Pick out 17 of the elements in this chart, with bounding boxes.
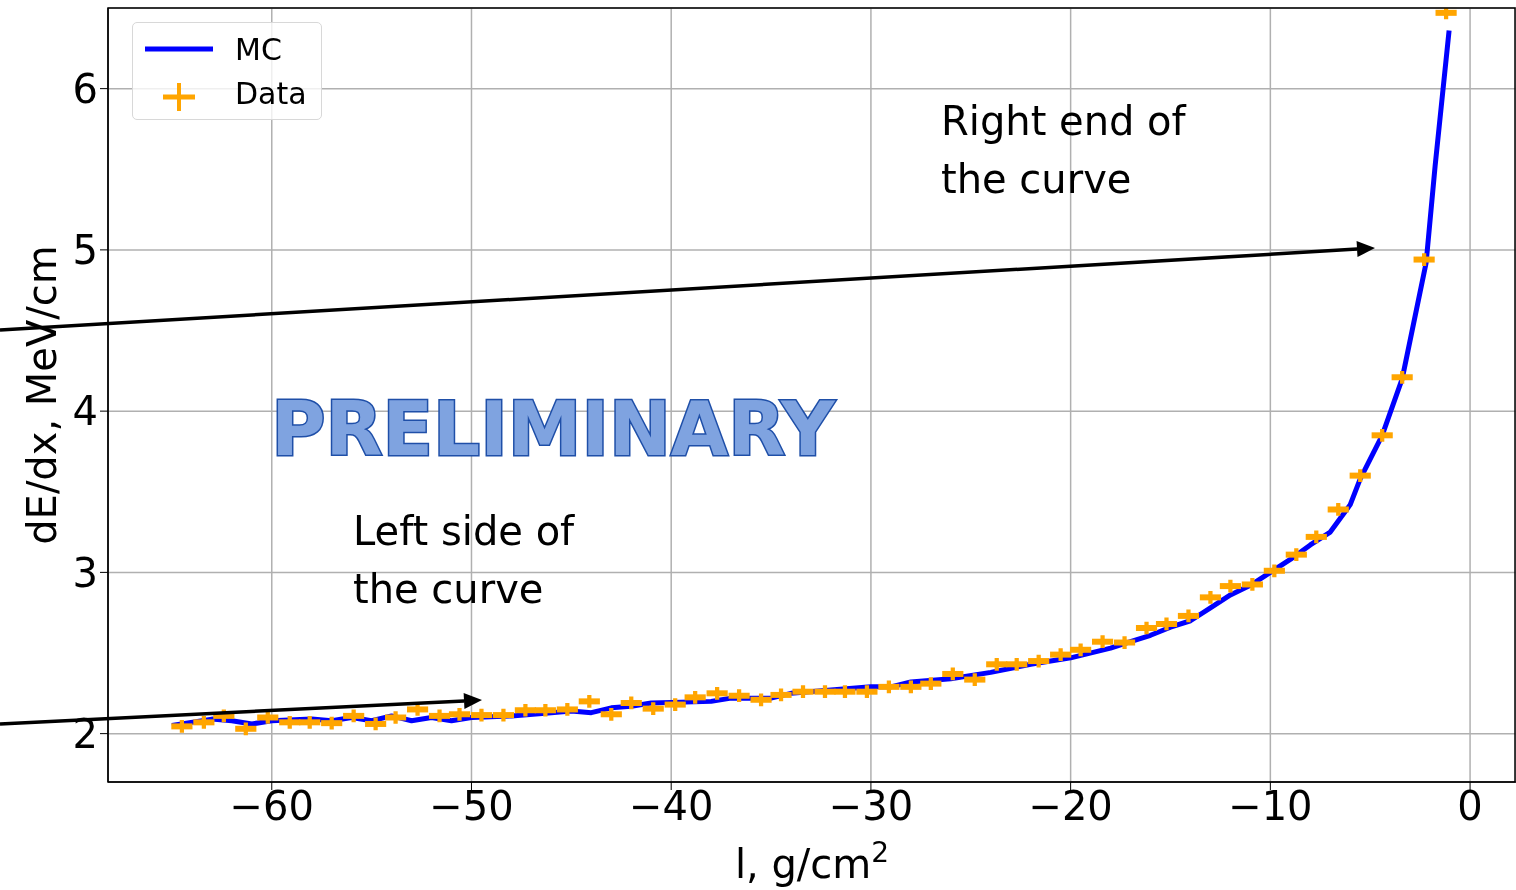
y-axis-title: dE/dx, MeV/cm (19, 245, 65, 545)
y-tick-label: 4 (72, 388, 98, 435)
legend-label: Data (235, 75, 307, 111)
y-tick-label: 3 (72, 549, 98, 596)
legend-label: MC (235, 31, 282, 67)
x-axis-title: l, g/cm$^{2}$ (734, 835, 890, 887)
x-tick-label: 0 (1457, 783, 1483, 830)
x-tick-label: −40 (628, 783, 714, 830)
y-tick-label: 5 (72, 227, 98, 274)
annotation: Left side of the curve (353, 508, 576, 612)
x-tick-label: −50 (429, 783, 514, 830)
x-tick-label: −30 (828, 783, 914, 830)
annotation: Right end of the curve (941, 98, 1187, 202)
x-tick-label: −10 (1228, 783, 1313, 830)
x-tick-label: −60 (229, 783, 314, 830)
x-tick-label: −20 (1028, 783, 1113, 830)
y-tick-label: 6 (72, 65, 98, 112)
